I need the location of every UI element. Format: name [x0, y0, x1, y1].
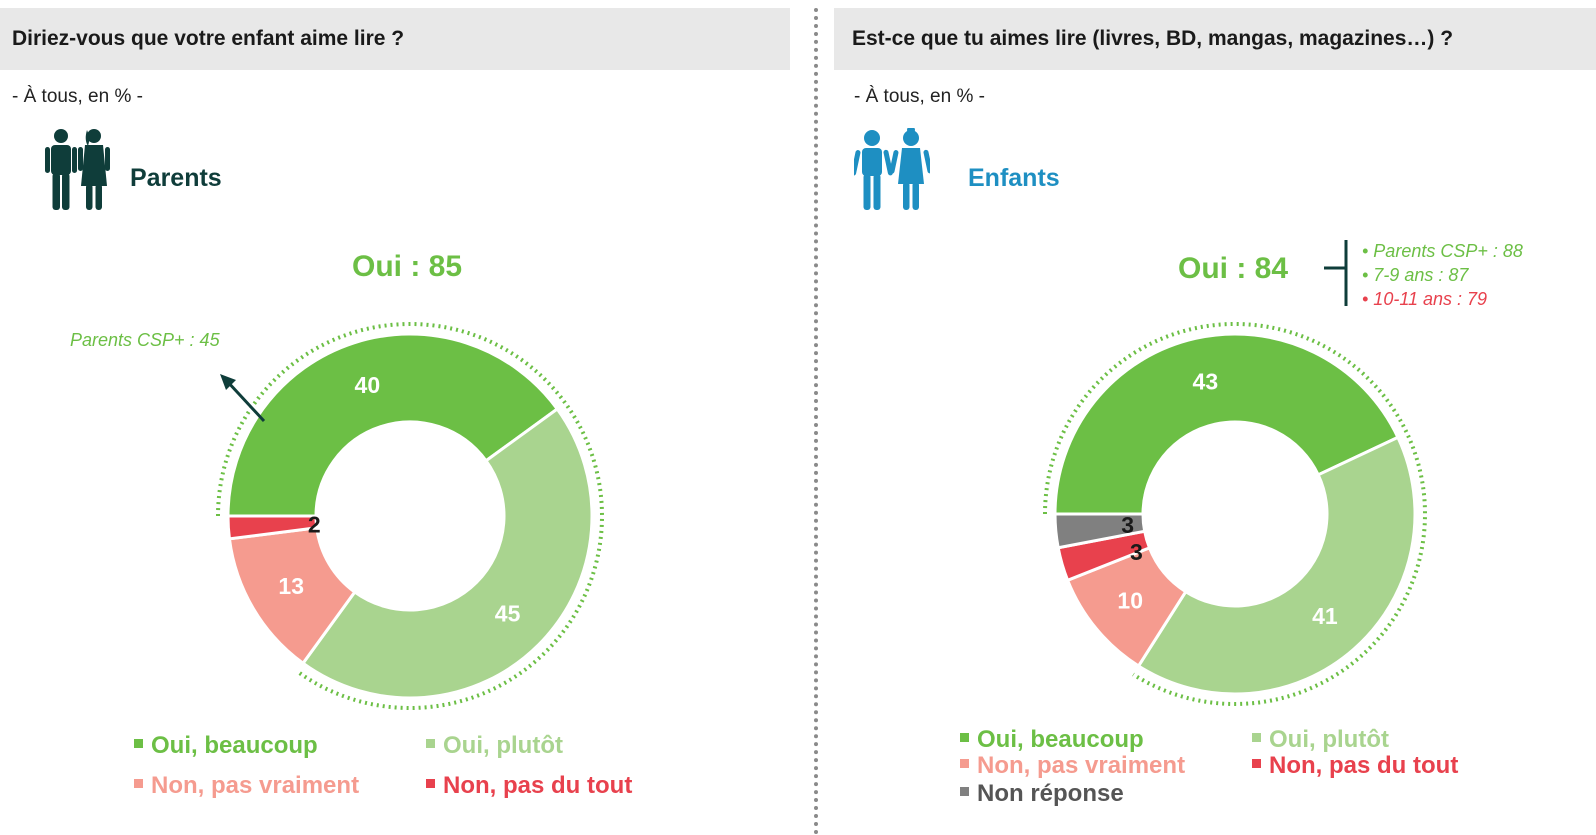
donut-slice-oui_beaucoup [1053, 332, 1400, 516]
children-pair-icon [854, 128, 930, 210]
oui-total-enfants: Oui : 84 [1178, 252, 1289, 285]
donut-slice-oui_beaucoup [226, 332, 560, 518]
slice-label-oui_beaucoup: 43 [1193, 368, 1219, 394]
slice-label-non_pas_vraiment: 13 [278, 573, 304, 599]
panel-divider [814, 8, 818, 835]
question-title-parents: Diriez-vous que votre enfant aime lire ? [0, 8, 790, 70]
legend-swatch [960, 787, 969, 797]
legend-swatch [960, 759, 969, 769]
legend-item-non_pas_du_tout: Non, pas du tout [426, 772, 632, 800]
legend-item-non_pas_du_tout: Non, pas du tout [1252, 752, 1458, 780]
group-label-enfants: Enfants [968, 164, 1060, 192]
oui-dotted-arc [216, 322, 604, 710]
legend-swatch [960, 733, 969, 743]
breakdown-bracket [1324, 240, 1348, 306]
slice-label-oui_beaucoup: 40 [355, 372, 381, 398]
slice-label-non_pas_du_tout: 3 [1130, 539, 1143, 565]
legend-item-non_pas_vraiment: Non, pas vraiment [134, 772, 359, 800]
parents-couple-icon [45, 129, 110, 210]
slice-label-oui_plutot: 41 [1312, 603, 1338, 629]
panel-enfants: Est-ce que tu aimes lire (livres, BD, ma… [830, 0, 1596, 835]
donut-slice-non_pas_du_tout [226, 514, 319, 541]
donut-chart-enfants: 43 41 10 33 [1043, 322, 1427, 706]
slice-label-non_pas_du_tout: 2 [308, 512, 321, 538]
donut-slice-oui_plutot [1136, 435, 1417, 696]
legend-label: Non, pas du tout [1269, 752, 1459, 779]
legend-label: Non réponse [977, 780, 1124, 807]
breakdown-item: • 10-11 ans : 79 [1362, 289, 1488, 309]
group-label-parents: Parents [130, 164, 222, 192]
legend-swatch [1252, 733, 1261, 743]
legend-label: Oui, plutôt [443, 732, 563, 759]
legend-swatch [1252, 759, 1261, 769]
donut-chart-parents: 40 45 13 2 [216, 322, 604, 710]
legend-swatch [134, 739, 143, 749]
legend-swatch [426, 779, 435, 789]
base-subtitle-enfants: - À tous, en % - [854, 86, 985, 107]
legend-item-oui_beaucoup: Oui, beaucoup [134, 732, 318, 760]
question-title-enfants: Est-ce que tu aimes lire (livres, BD, ma… [834, 8, 1596, 70]
slice-label-non_reponse: 3 [1121, 512, 1134, 538]
slice-label-oui_plutot: 45 [495, 601, 521, 627]
legend-item-non_pas_vraiment: Non, pas vraiment [960, 752, 1185, 780]
callout-arrow-line [224, 378, 266, 423]
legend-swatch [134, 779, 143, 789]
legend-swatch [426, 739, 435, 749]
legend-item-oui_beaucoup: Oui, beaucoup [960, 726, 1144, 754]
donut-slice-oui_plutot [300, 406, 594, 700]
legend-item-oui_plutot: Oui, plutôt [426, 732, 563, 760]
callout-arrow-head [220, 374, 236, 390]
slice-label-non_pas_vraiment: 10 [1117, 588, 1143, 614]
base-subtitle-parents: - À tous, en % - [12, 86, 143, 107]
panel-parents: Diriez-vous que votre enfant aime lire ?… [0, 8, 790, 800]
legend-item-oui_plutot: Oui, plutôt [1252, 726, 1389, 754]
legend-label: Oui, beaucoup [151, 732, 318, 759]
breakdown-item: • 7-9 ans : 87 [1362, 265, 1469, 285]
breakdown-list: • Parents CSP+ : 88 • 7-9 ans : 87 • 10-11… [1362, 241, 1523, 313]
legend-label: Oui, plutôt [1269, 726, 1389, 753]
legend-label: Non, pas vraiment [977, 752, 1186, 779]
legend-label: Non, pas vraiment [151, 772, 360, 799]
breakdown-item: • Parents CSP+ : 88 [1362, 241, 1523, 261]
donut-slice-non_reponse [1053, 512, 1147, 550]
oui-total-parents: Oui : 85 [352, 250, 463, 283]
callout-parents-csp: Parents CSP+ : 45 [70, 330, 220, 350]
legend-label: Oui, beaucoup [977, 726, 1144, 753]
legend-label: Non, pas du tout [443, 772, 633, 799]
legend-item-non_reponse: Non réponse [960, 780, 1124, 808]
